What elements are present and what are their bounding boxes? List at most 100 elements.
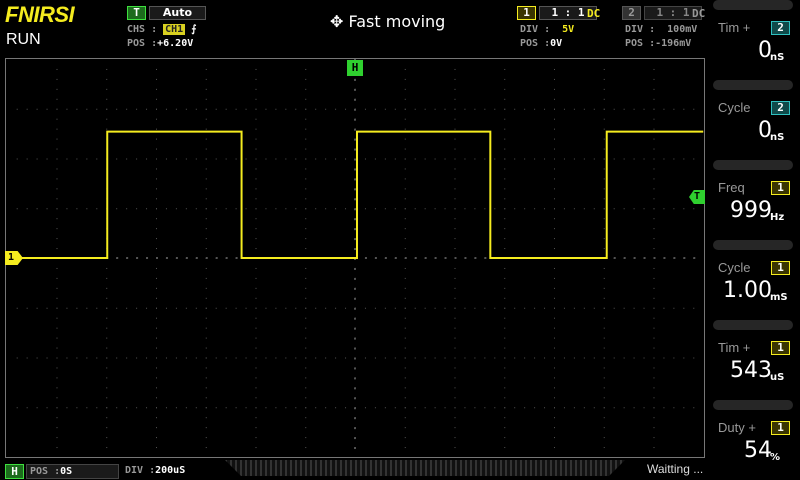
grid-dot: [434, 108, 436, 110]
grid-dot: [554, 277, 555, 279]
grid-dot: [255, 188, 257, 190]
grid-dot: [255, 138, 257, 140]
waveform-display[interactable]: [5, 58, 705, 458]
grid-dot: [563, 208, 565, 210]
grid-dot: [295, 357, 297, 359]
grid-dot: [255, 327, 257, 329]
ch1-probe-ratio[interactable]: 1 : 1: [539, 6, 597, 20]
measurement-name: Cycle: [718, 100, 751, 115]
grid-dot: [245, 108, 247, 110]
grid-dot: [673, 357, 675, 359]
grid-dot: [205, 427, 207, 429]
grid-dot: [165, 158, 167, 160]
grid-dot: [106, 407, 108, 409]
grid-dot: [424, 307, 426, 309]
grid-dot: [185, 407, 187, 409]
grid-dot: [454, 88, 456, 90]
grid-dot: [444, 307, 446, 309]
measurement-0[interactable]: Tim + 2 0 nS: [710, 18, 800, 78]
grid-dot: [66, 407, 68, 409]
grid-dot: [384, 108, 386, 110]
measurement-channel: 1: [771, 341, 790, 355]
measurement-1[interactable]: Cycle 2 0 nS: [710, 98, 800, 158]
ch2-probe-ratio[interactable]: 1 : 1: [644, 6, 702, 20]
measurement-2[interactable]: Freq 1 999 Hz: [710, 178, 800, 238]
grid-dot: [603, 307, 605, 309]
ch1-button[interactable]: 1: [517, 6, 536, 20]
grid-dot: [573, 357, 575, 359]
ch1-offset-marker[interactable]: 1: [5, 251, 23, 265]
trigger-mode[interactable]: Auto: [149, 6, 206, 20]
grid-dot: [603, 377, 605, 379]
grid-dot: [126, 108, 128, 110]
grid-dot: [663, 257, 666, 259]
grid-dot: [404, 387, 406, 389]
h-position[interactable]: POS :0S: [26, 464, 119, 479]
grid-dot: [255, 198, 257, 200]
trigger-level-marker[interactable]: T: [689, 190, 705, 204]
grid-dot: [116, 407, 118, 409]
rising-edge-icon: ⨍: [191, 24, 197, 35]
trigger-position: POS :+6.20V: [127, 38, 194, 49]
grid-dot: [56, 108, 58, 110]
memory-scrollbar[interactable]: [225, 460, 625, 476]
measurement-3[interactable]: Cycle 1 1.00 mS: [710, 258, 800, 318]
ch2-coupling[interactable]: DC: [692, 7, 706, 20]
grid-dot: [434, 158, 436, 160]
h-position-marker[interactable]: H: [347, 60, 363, 76]
grid-dot: [504, 347, 506, 349]
measurement-5[interactable]: Duty + 1 54 %: [710, 418, 800, 478]
grid-dot: [305, 88, 307, 90]
grid-dot: [613, 357, 615, 359]
grid-dot: [374, 407, 376, 409]
grid-dot: [454, 228, 456, 230]
grid-dot: [653, 208, 655, 210]
grid-dot: [156, 307, 157, 309]
grid-dot: [404, 257, 407, 259]
grid-dot: [544, 357, 546, 359]
measurement-4[interactable]: Tim + 1 543 uS: [710, 338, 800, 398]
grid-dot: [504, 357, 506, 359]
grid-dot: [623, 257, 626, 259]
trigger-source[interactable]: CHS : CH1 ⨍: [127, 24, 197, 35]
grid-dot: [205, 447, 207, 449]
grid-dot: [36, 357, 38, 359]
grid-dot: [255, 377, 257, 379]
h-badge[interactable]: H: [5, 464, 24, 479]
grid-dot: [653, 68, 655, 70]
grid-dot: [653, 78, 655, 80]
grid-dot: [633, 208, 635, 210]
grid-dot: [663, 407, 665, 409]
measurement-separator: [713, 320, 793, 330]
grid-dot: [593, 108, 595, 110]
trigger-badge[interactable]: T: [127, 6, 146, 20]
grid-dot: [603, 397, 605, 399]
time-div[interactable]: DIV :200uS: [125, 465, 186, 476]
ch1-coupling[interactable]: DC: [587, 7, 601, 20]
grid-dot: [454, 297, 456, 299]
grid-dot: [494, 307, 496, 309]
grid-dot: [613, 307, 615, 309]
ch2-button[interactable]: 2: [622, 6, 641, 20]
grid-dot: [673, 307, 675, 309]
grid-dot: [653, 427, 655, 429]
grid-dot: [404, 287, 406, 289]
grid-dot: [56, 78, 58, 80]
grid-dot: [404, 158, 406, 160]
grid-dot: [205, 178, 207, 180]
grid-dot: [305, 357, 307, 359]
grid-dot: [603, 277, 605, 279]
grid-dot: [554, 297, 555, 299]
grid-dot: [76, 407, 78, 409]
grid-dot: [315, 407, 317, 409]
grid-dot: [205, 238, 207, 240]
grid-dot: [106, 447, 108, 449]
grid-dot: [653, 337, 655, 339]
grid-dot: [693, 357, 695, 359]
grid-dot: [544, 307, 546, 309]
grid-dot: [504, 427, 506, 429]
run-state[interactable]: RUN: [6, 31, 41, 48]
grid-dot: [554, 168, 555, 170]
grid-dot: [404, 218, 406, 220]
grid-dot: [305, 128, 307, 130]
